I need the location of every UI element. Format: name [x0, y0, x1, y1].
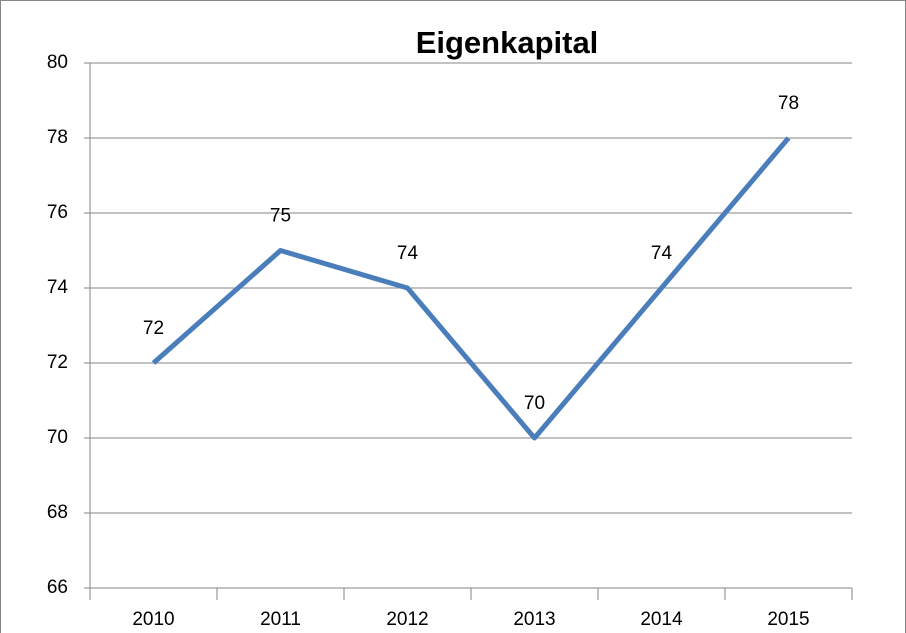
y-tick-label: 68 — [47, 502, 68, 523]
chart-title: Eigenkapital — [416, 25, 599, 60]
data-label: 74 — [651, 243, 673, 264]
x-tick-label: 2015 — [767, 609, 809, 630]
data-label: 70 — [524, 393, 545, 414]
data-label: 74 — [397, 243, 419, 264]
x-tick-label: 2010 — [132, 609, 174, 630]
y-tick-label: 80 — [47, 52, 68, 73]
y-tick-label: 76 — [47, 202, 68, 223]
x-tick-label: 2012 — [386, 609, 428, 630]
x-tick-label: 2014 — [640, 609, 683, 630]
data-label: 72 — [143, 318, 164, 339]
x-tick-label: 2011 — [260, 609, 301, 630]
y-tick-label: 74 — [47, 277, 69, 298]
y-tick-label: 70 — [47, 427, 68, 448]
line — [151, 136, 791, 441]
x-tick-label: 2013 — [513, 609, 555, 630]
data-label: 75 — [270, 206, 291, 227]
data-label: 78 — [778, 93, 799, 114]
y-tick-label: 72 — [47, 352, 68, 373]
y-tick-label: 78 — [47, 127, 68, 148]
y-tick-label: 66 — [47, 577, 68, 598]
